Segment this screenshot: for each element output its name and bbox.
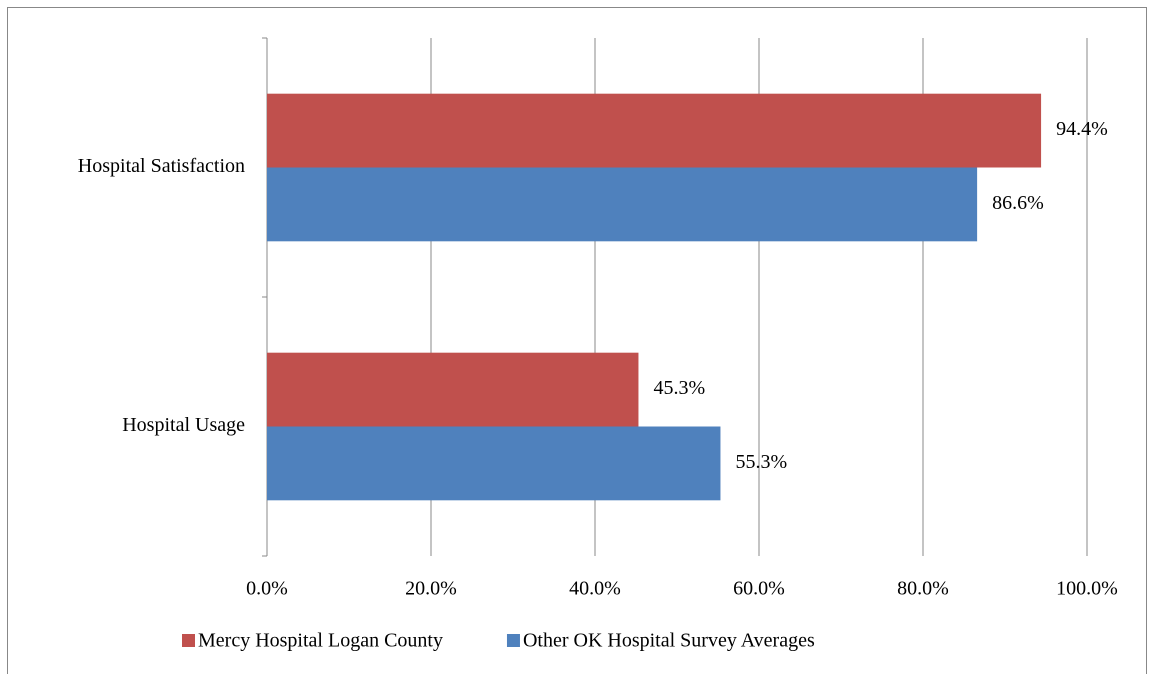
value-label: 94.4% bbox=[1056, 118, 1108, 140]
chart-frame bbox=[7, 7, 1147, 674]
x-tick-label: 80.0% bbox=[897, 578, 949, 600]
bar bbox=[267, 167, 978, 242]
x-tick-label: 20.0% bbox=[405, 578, 457, 600]
value-label: 45.3% bbox=[653, 377, 705, 399]
bar bbox=[267, 352, 639, 427]
y-tick-label: Hospital Usage bbox=[122, 414, 245, 436]
value-label: 86.6% bbox=[992, 192, 1044, 214]
legend-swatch bbox=[506, 634, 520, 647]
legend-swatch bbox=[182, 634, 195, 647]
bar bbox=[267, 93, 1042, 168]
x-tick-label: 100.0% bbox=[1056, 578, 1118, 600]
y-tick-label: Hospital Satisfaction bbox=[78, 155, 245, 177]
bar bbox=[267, 426, 721, 501]
legend-label: Mercy Hospital Logan County bbox=[198, 630, 443, 652]
x-tick-label: 60.0% bbox=[733, 578, 785, 600]
x-tick-label: 40.0% bbox=[569, 578, 621, 600]
legend-label: Other OK Hospital Survey Averages bbox=[523, 630, 815, 652]
value-label: 55.3% bbox=[735, 451, 787, 473]
x-tick-label: 0.0% bbox=[246, 578, 288, 600]
